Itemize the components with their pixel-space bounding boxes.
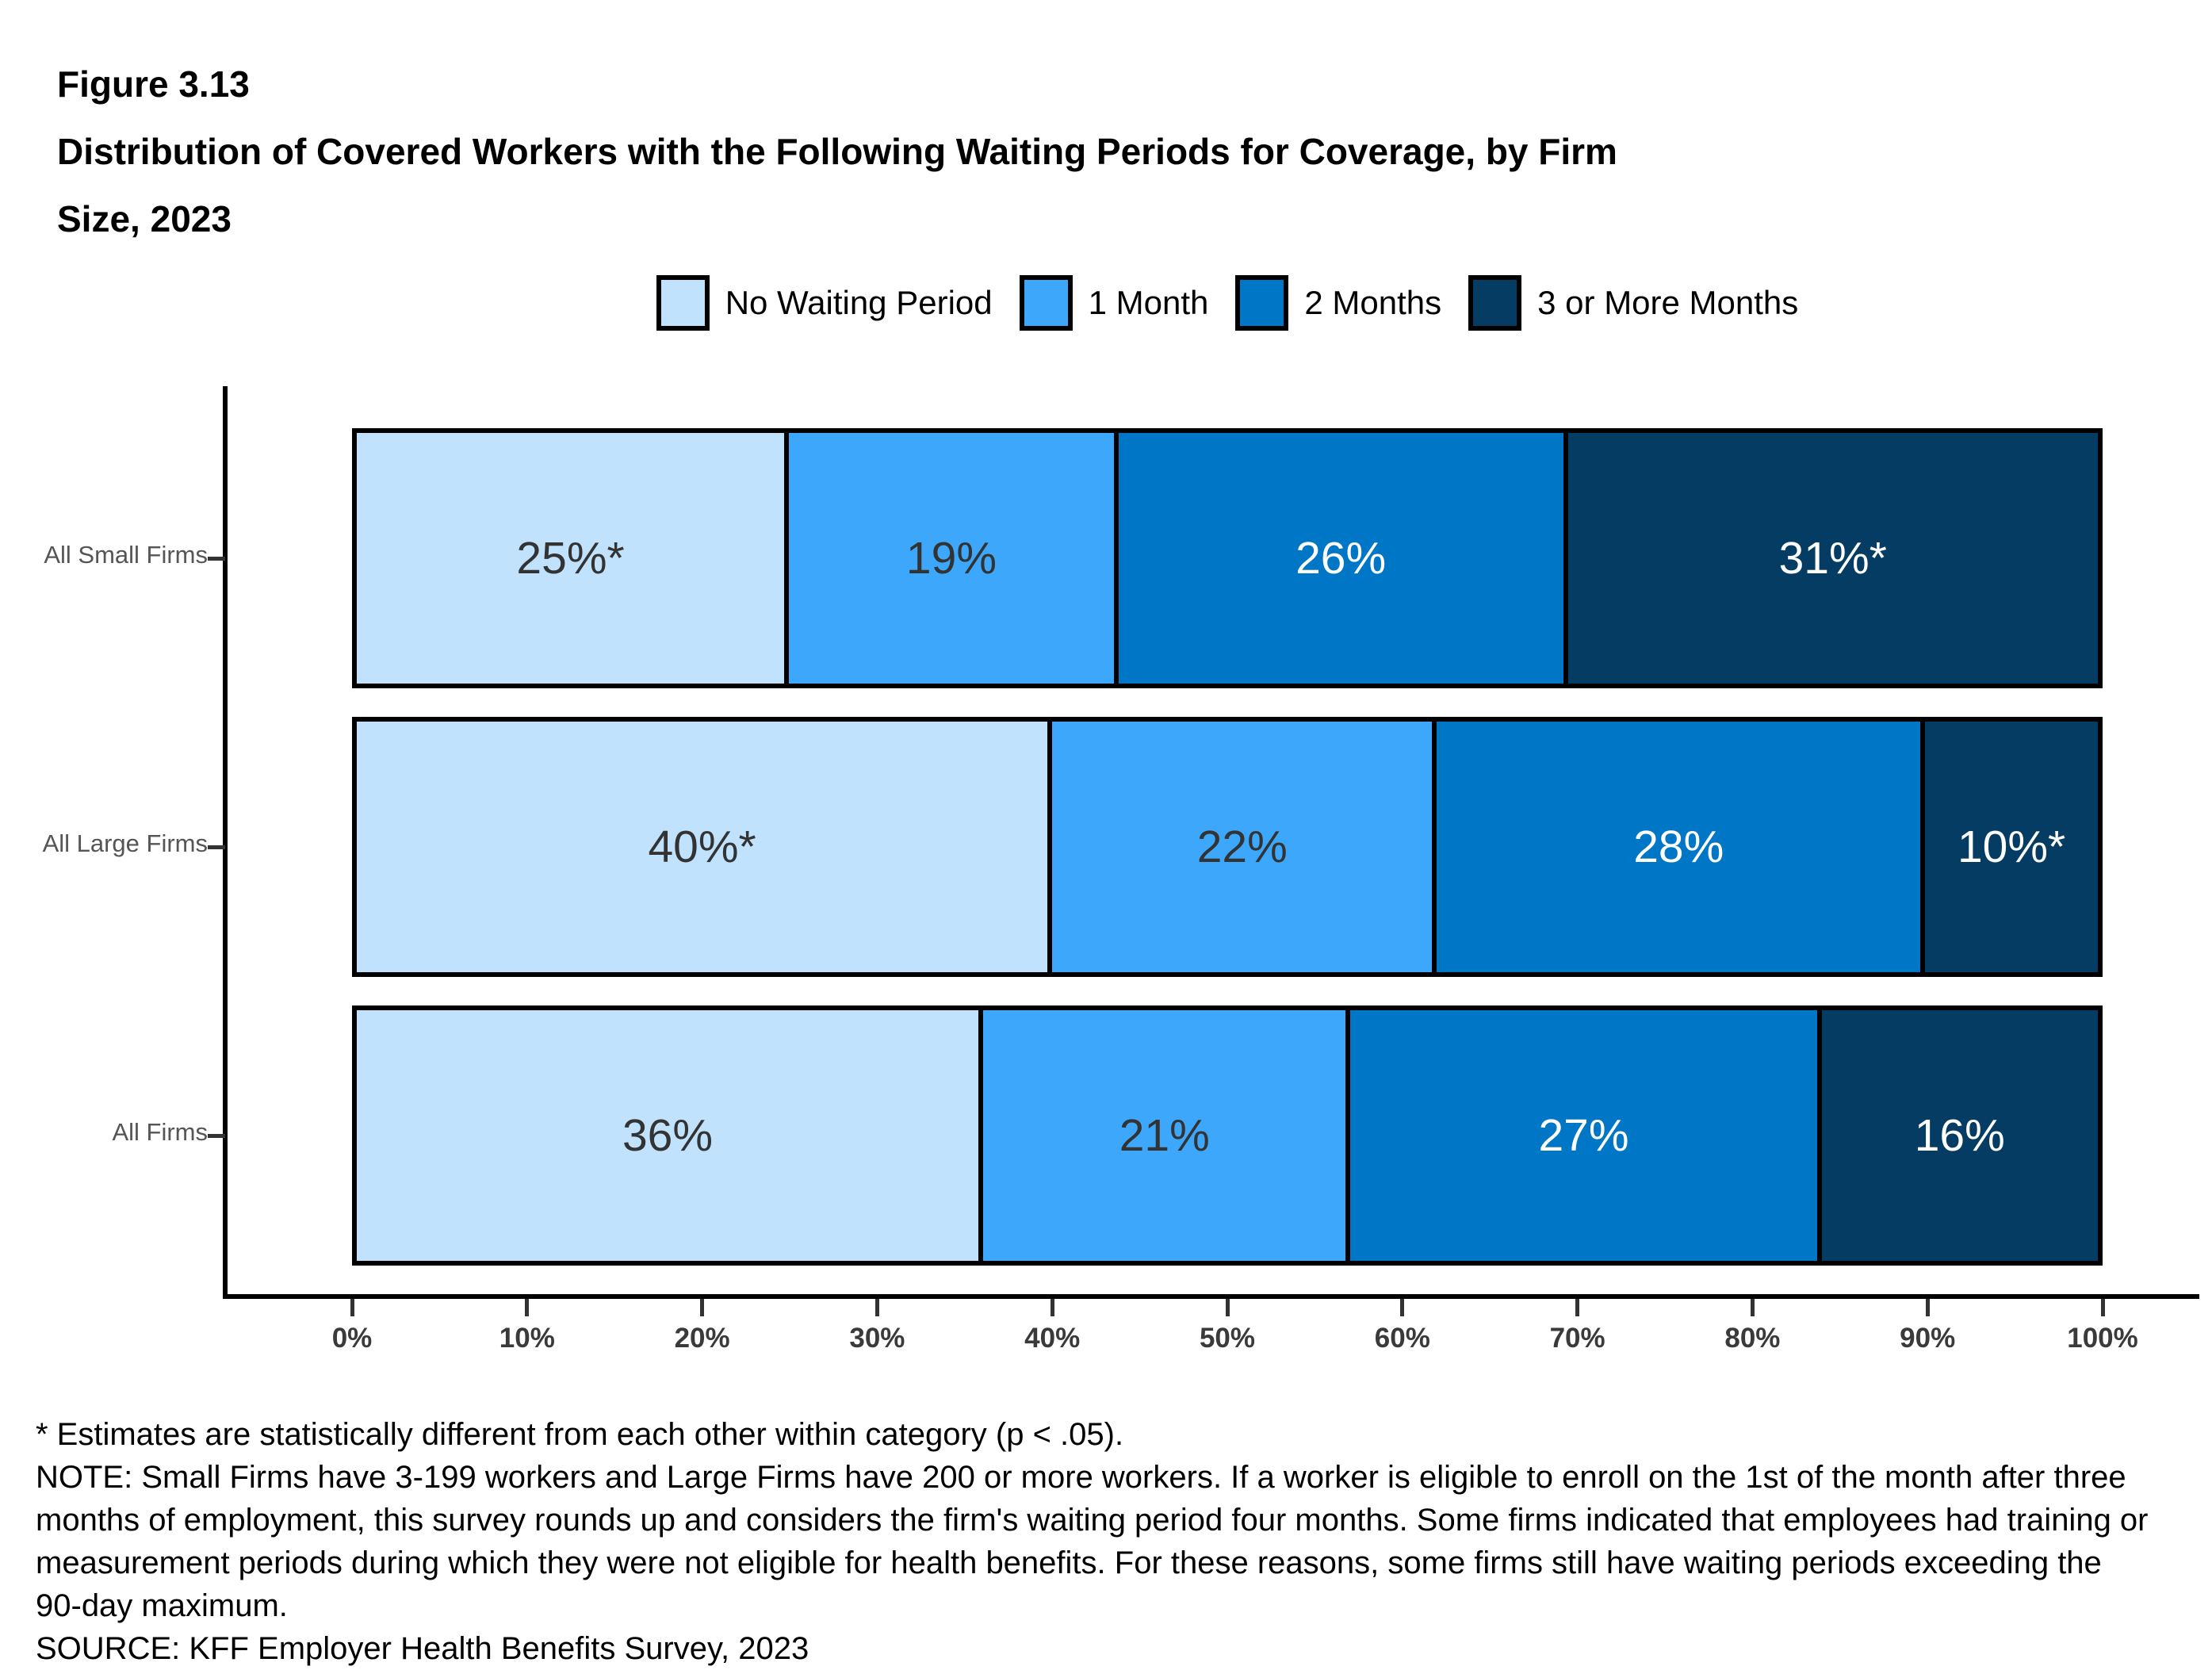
footnote-note-line: months of employment, this survey rounds… xyxy=(36,1503,2149,1538)
x-axis-tick-label: 60% xyxy=(1374,1323,1430,1354)
x-axis-tick xyxy=(1050,1299,1054,1316)
legend-label: 2 Months xyxy=(1304,284,1442,321)
legend-item: 1 Month xyxy=(1019,275,1209,331)
y-axis-tick xyxy=(208,1133,225,1138)
bar-segment-label: 31%* xyxy=(1778,533,1887,584)
y-axis-tick xyxy=(208,556,225,561)
legend-item: No Waiting Period xyxy=(656,275,993,331)
bar-segment: 22% xyxy=(1052,722,1437,972)
footnote-note-line: NOTE: Small Firms have 3-199 workers and… xyxy=(36,1460,2126,1495)
x-axis-tick xyxy=(1750,1299,1755,1316)
bar-row: 25%* 19% 26% 31%* xyxy=(352,428,2103,688)
x-axis-tick xyxy=(525,1299,530,1316)
footnote-note-line: 90-day maximum. xyxy=(36,1588,288,1623)
bar-segment-label: 28% xyxy=(1633,822,1724,872)
figure-title-line-1: Distribution of Covered Workers with the… xyxy=(57,131,1617,172)
figure-header: Figure 3.13 Distribution of Covered Work… xyxy=(57,51,1617,253)
bar-segment: 40%* xyxy=(357,722,1053,972)
bar-segment-label: 36% xyxy=(622,1110,714,1161)
footnote-asterisk: * Estimates are statistically different … xyxy=(36,1417,1124,1452)
figure-title-line-2: Size, 2023 xyxy=(57,198,232,239)
bar-segment: 10%* xyxy=(1925,722,2098,972)
bar-segment-label: 40%* xyxy=(648,822,756,872)
x-axis-tick xyxy=(1925,1299,1930,1316)
figure-number: Figure 3.13 xyxy=(57,63,250,105)
y-axis-line xyxy=(223,386,228,1299)
legend-item: 3 or More Months xyxy=(1468,275,1798,331)
x-axis-tick xyxy=(874,1299,879,1316)
bar-segment-label: 21% xyxy=(1119,1110,1210,1161)
footnote-source: SOURCE: KFF Employer Health Benefits Sur… xyxy=(36,1631,809,1666)
x-axis-tick-label: 100% xyxy=(2067,1323,2138,1354)
footnotes: * Estimates are statistically different … xyxy=(36,1413,2149,1670)
x-axis-tick-label: 40% xyxy=(1024,1323,1081,1354)
bar-segment: 31%* xyxy=(1567,433,2098,684)
x-axis-tick-label: 80% xyxy=(1724,1323,1781,1354)
bar-segment-label: 10%* xyxy=(1957,822,2066,872)
bar-segment-label: 19% xyxy=(905,533,997,584)
bar-segment: 27% xyxy=(1350,1010,1822,1261)
x-axis-tick-label: 70% xyxy=(1549,1323,1605,1354)
legend-label: No Waiting Period xyxy=(725,284,993,321)
y-axis-label: All Firms xyxy=(112,1118,208,1146)
bar-segment: 16% xyxy=(1821,1010,2098,1261)
legend-swatch xyxy=(1235,275,1289,331)
legend-label: 1 Month xyxy=(1088,284,1209,321)
bar-segment-label: 26% xyxy=(1295,533,1387,584)
bar-segment-label: 27% xyxy=(1538,1110,1629,1161)
legend-label: 3 or More Months xyxy=(1537,284,1799,321)
bar-segment-label: 25%* xyxy=(516,533,625,584)
legend-item: 2 Months xyxy=(1235,275,1441,331)
x-axis-tick-label: 20% xyxy=(674,1323,730,1354)
y-axis-label: All Large Firms xyxy=(42,829,208,857)
legend-swatch xyxy=(656,275,710,331)
x-axis-tick-label: 0% xyxy=(331,1323,373,1354)
x-axis-tick xyxy=(1225,1299,1230,1316)
legend: No Waiting Period 1 Month 2 Months 3 or Mor… xyxy=(352,270,2103,336)
x-axis-tick xyxy=(1400,1299,1405,1316)
x-axis-tick xyxy=(2100,1299,2105,1316)
x-axis-tick-label: 90% xyxy=(1900,1323,1956,1354)
footnote-note-line: measurement periods during which they we… xyxy=(36,1546,2102,1580)
x-axis-tick-label: 30% xyxy=(849,1323,905,1354)
bar-segment-label: 22% xyxy=(1196,822,1288,872)
bar-segment: 19% xyxy=(789,433,1119,684)
bar-segment: 21% xyxy=(983,1010,1351,1261)
y-axis-label: All Small Firms xyxy=(44,541,208,569)
x-axis-tick xyxy=(700,1299,705,1316)
x-axis-tick xyxy=(350,1299,354,1316)
bar-row: 36% 21% 27% 16% xyxy=(352,1005,2103,1266)
bar-segment: 26% xyxy=(1118,433,1568,684)
legend-swatch xyxy=(1468,275,1522,331)
legend-swatch xyxy=(1019,275,1073,331)
x-axis-line xyxy=(223,1294,2199,1299)
bar-segment: 25%* xyxy=(357,433,790,684)
bar-segment-label: 16% xyxy=(1914,1110,2005,1161)
bar-row: 40%* 22% 28% 10%* xyxy=(352,717,2103,977)
y-axis-tick xyxy=(208,845,225,849)
x-axis-tick-label: 10% xyxy=(499,1323,555,1354)
x-axis-tick xyxy=(1575,1299,1580,1316)
bar-segment: 28% xyxy=(1437,722,1926,972)
bar-segment: 36% xyxy=(357,1010,984,1261)
x-axis-tick-label: 50% xyxy=(1199,1323,1256,1354)
